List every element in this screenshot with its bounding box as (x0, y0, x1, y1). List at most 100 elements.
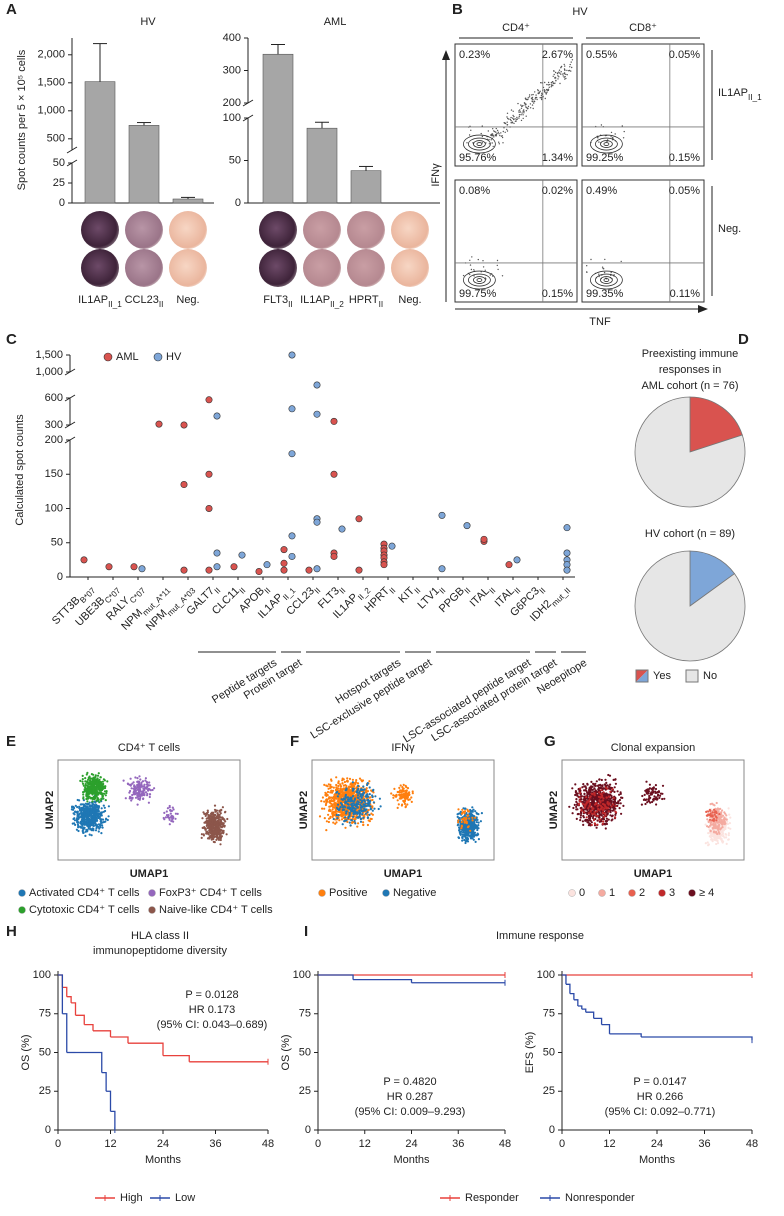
cell-dot (143, 787, 147, 790)
cell-dot (215, 830, 218, 833)
x-tick-label-main: CCL23 (125, 294, 159, 306)
cell-dot (400, 804, 403, 807)
data-point (138, 565, 146, 573)
cell-dot (593, 810, 596, 813)
x-tick-label: CCL23II (125, 294, 164, 309)
x-tick-label-sub: II_1 (108, 300, 122, 309)
cell-dot (352, 787, 355, 791)
x-tick-label-sub: II (263, 586, 273, 596)
cell-dot (585, 789, 588, 793)
cell-dot (466, 831, 470, 835)
density-contour (603, 278, 610, 282)
cell-dot (352, 802, 355, 805)
data-point (288, 351, 296, 359)
cell-dot (218, 824, 221, 827)
event-dot (488, 139, 490, 141)
x-tick-label: FLT3II (263, 294, 292, 309)
cell-dot (654, 787, 658, 791)
cell-dot (357, 816, 360, 819)
cell-dot (330, 789, 333, 792)
event-dot (546, 83, 548, 86)
cell-dot (153, 787, 156, 790)
cell-dot (97, 830, 100, 833)
cell-dot (466, 814, 469, 818)
event-dot (496, 129, 499, 132)
y-tick-label: 1,500 (35, 349, 63, 361)
cell-dot (475, 821, 478, 824)
cell-dot (461, 808, 464, 811)
cell-dot (353, 819, 356, 823)
cell-dot (83, 803, 86, 806)
cell-dot (365, 787, 368, 790)
cell-dot (139, 778, 142, 781)
cell-dot (372, 801, 375, 804)
cell-dot (208, 837, 211, 840)
cell-dot (335, 776, 338, 779)
cell-dot (90, 820, 93, 823)
cell-dot (133, 785, 136, 788)
event-dot (470, 129, 472, 131)
event-dot (546, 88, 548, 91)
cell-dot (81, 822, 84, 826)
cell-dot (661, 797, 664, 801)
cell-dot (348, 821, 351, 824)
cell-dot (352, 792, 355, 795)
cell-dot (90, 811, 93, 814)
y-tick-label: 50 (53, 157, 65, 169)
cell-dot (76, 814, 79, 818)
cell-dot (593, 792, 596, 795)
event-dot (623, 130, 625, 133)
cell-dot (105, 790, 108, 793)
column-header: CD8⁺ (629, 22, 657, 34)
cell-dot (464, 810, 467, 813)
event-dot (493, 136, 495, 138)
cell-dot (659, 794, 662, 797)
event-dot (558, 69, 561, 71)
cell-dot (350, 819, 353, 822)
cell-dot (335, 813, 338, 817)
cell-dot (397, 803, 400, 806)
event-dot (570, 61, 572, 63)
data-point (205, 566, 213, 574)
cell-dot (707, 843, 711, 846)
cell-dot (97, 810, 100, 813)
cell-dot (324, 803, 327, 807)
density-contour (476, 142, 483, 146)
cell-dot (339, 783, 342, 786)
cell-dot (209, 831, 212, 834)
cell-dot (97, 772, 100, 775)
cell-dot (95, 811, 98, 814)
event-dot (571, 66, 573, 69)
cell-dot (83, 789, 86, 792)
cell-dot (100, 818, 103, 821)
cell-dot (457, 819, 460, 822)
quadrant-percent: 0.55% (586, 49, 617, 61)
cell-dot (341, 792, 344, 795)
x-tick-label-sub: II (313, 586, 323, 596)
cell-dot (600, 805, 603, 809)
cell-dot (604, 805, 607, 808)
chart-title: CD4⁺ T cells (118, 742, 181, 754)
cell-dot (216, 814, 219, 817)
cell-dot (95, 818, 98, 821)
event-dot (539, 97, 541, 99)
y-tick-label: 0 (57, 571, 63, 583)
density-contour (600, 276, 613, 284)
cell-dot (146, 794, 149, 797)
cell-dot (337, 784, 340, 788)
cell-dot (124, 797, 127, 800)
cell-dot (70, 808, 73, 811)
legend-marker (153, 352, 163, 362)
cell-dot (220, 835, 223, 838)
event-dot (510, 122, 512, 124)
data-point (513, 556, 521, 564)
cell-dot (726, 820, 729, 823)
cell-dot (407, 791, 411, 794)
cell-dot (617, 800, 620, 803)
cell-dot (147, 789, 150, 792)
event-dot (462, 274, 465, 277)
cell-dot (614, 782, 618, 785)
cell-dot (214, 810, 217, 813)
data-point (330, 417, 338, 425)
cell-dot (350, 784, 353, 787)
